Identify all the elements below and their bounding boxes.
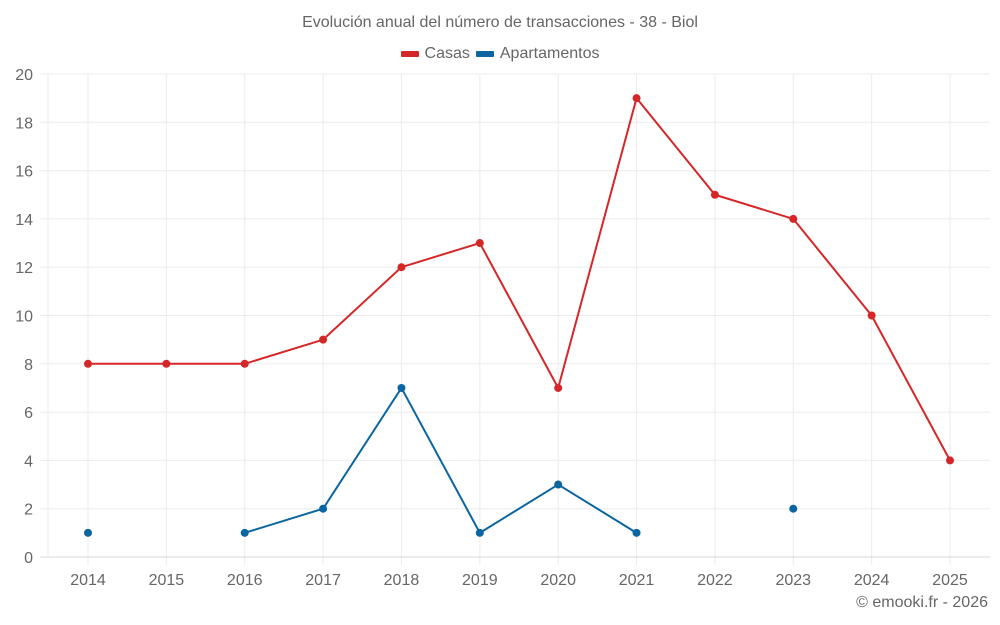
y-tick-label: 20 (15, 67, 33, 84)
x-tick-label: 2023 (775, 572, 811, 589)
data-point[interactable] (632, 94, 641, 103)
y-tick-label: 2 (24, 502, 33, 519)
copyright-credit: © emooki.fr - 2026 (856, 594, 988, 611)
data-point[interactable] (710, 190, 719, 199)
data-point[interactable] (632, 528, 641, 537)
legend-label-apartamentos: Apartamentos (499, 45, 600, 62)
data-point[interactable] (397, 383, 406, 392)
data-point[interactable] (946, 456, 954, 465)
series-casas (84, 94, 954, 465)
x-tick-label: 2018 (384, 572, 420, 589)
data-point[interactable] (554, 383, 563, 392)
data-point[interactable] (867, 311, 876, 320)
data-point[interactable] (475, 239, 484, 248)
data-point[interactable] (319, 504, 328, 513)
x-tick-label: 2015 (149, 572, 185, 589)
data-point[interactable] (554, 480, 563, 489)
data-point[interactable] (319, 335, 328, 344)
series-line (88, 97, 951, 461)
y-tick-label: 14 (15, 212, 33, 229)
y-tick-label: 16 (15, 164, 33, 181)
data-point[interactable] (397, 263, 406, 272)
y-tick-label: 6 (24, 405, 33, 422)
x-tick-label: 2020 (540, 572, 576, 589)
x-tick-label: 2022 (697, 572, 733, 589)
data-series (84, 94, 954, 537)
data-point[interactable] (789, 214, 798, 223)
x-tick-label: 2019 (462, 572, 498, 589)
series-apartamentos (84, 383, 798, 537)
axes: 0 2 4 6 8 10 12 14 16 18 20 2014 2015 2016 2017 2018 201… (15, 67, 990, 589)
x-tick-label: 2021 (619, 572, 655, 589)
data-point[interactable] (84, 528, 92, 537)
legend-swatch-casas (400, 51, 419, 57)
grid-lines (40, 73, 990, 565)
legend: Casas Apartamentos (0, 45, 1000, 63)
legend-swatch-apartamentos (475, 51, 494, 57)
legend-label-casas: Casas (424, 45, 470, 62)
x-tick-label: 2017 (305, 572, 341, 589)
data-point[interactable] (475, 528, 484, 537)
x-tick-label: 2024 (854, 572, 890, 589)
x-tick-label: 2014 (70, 572, 106, 589)
y-tick-label: 18 (15, 115, 33, 132)
series-line (244, 386, 638, 534)
legend-item-apartamentos[interactable]: Apartamentos (475, 45, 600, 63)
y-tick-label: 0 (24, 550, 33, 567)
x-tick-label: 2016 (227, 572, 263, 589)
data-point[interactable] (84, 359, 92, 368)
y-tick-label: 4 (24, 453, 33, 470)
y-tick-label: 12 (15, 260, 33, 277)
chart-title: Evolución anual del número de transaccio… (302, 14, 698, 31)
data-point[interactable] (240, 359, 249, 368)
data-point[interactable] (162, 359, 171, 368)
y-tick-label: 8 (24, 357, 33, 374)
legend-item-casas[interactable]: Casas (400, 45, 470, 63)
y-tick-label: 10 (15, 309, 33, 326)
data-point[interactable] (789, 504, 798, 513)
data-point[interactable] (240, 528, 249, 537)
x-tick-label: 2025 (932, 572, 968, 589)
